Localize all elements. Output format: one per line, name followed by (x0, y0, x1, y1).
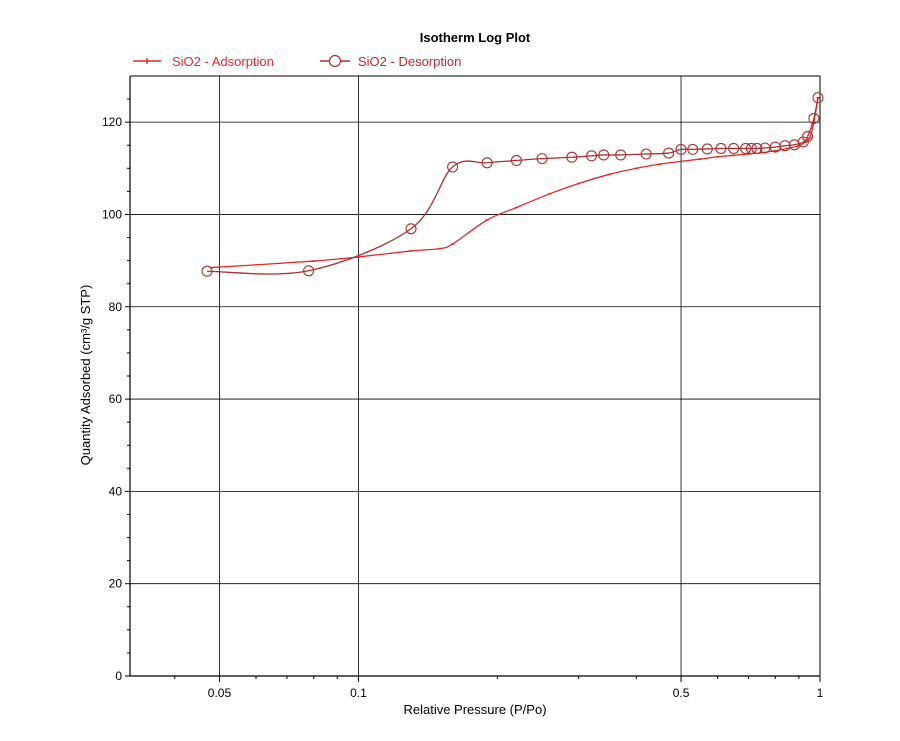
desorption-point (566, 151, 578, 163)
legend-entry-desorption: SiO2 - Desorption (320, 54, 461, 69)
x-tick-label: 0.05 (208, 686, 232, 700)
desorption-point (303, 265, 315, 277)
desorption-point (615, 149, 627, 161)
desorption-point (701, 143, 713, 155)
legend: SiO2 - Adsorption SiO2 - Desorption (133, 54, 461, 69)
desorption-point (802, 130, 814, 143)
desorption-point (586, 150, 598, 162)
desorption-point (759, 142, 771, 154)
desorption-point (687, 143, 699, 155)
desorption-point (745, 142, 757, 155)
y-tick-label: 0 (115, 669, 122, 683)
axes: 0 20 40 60 80 100 120 0.05 0.1 0.5 1 (102, 75, 824, 700)
desorption-point (536, 153, 548, 165)
desorption-point (808, 112, 820, 125)
desorption-point (788, 139, 800, 151)
y-tick-label: 60 (109, 392, 123, 406)
y-tick-label: 120 (102, 115, 122, 129)
legend-adsorption-label: SiO2 - Adsorption (172, 54, 274, 69)
y-tick-label: 20 (109, 577, 123, 591)
legend-desorption-marker (328, 54, 342, 68)
grid (130, 76, 820, 676)
desorption-point (201, 265, 213, 277)
y-tick-label: 40 (109, 484, 123, 498)
x-tick-label: 1 (817, 686, 824, 700)
desorption-point (675, 143, 687, 155)
chart-title: Isotherm Log Plot (420, 30, 531, 45)
desorption-point (447, 161, 459, 173)
x-tick-label: 0.1 (350, 686, 367, 700)
desorption-point (728, 142, 740, 155)
desorption-point (751, 142, 763, 155)
desorption-point (740, 142, 752, 155)
y-tick-label: 100 (102, 207, 122, 221)
desorption-point (715, 142, 727, 155)
desorption-point (598, 149, 610, 161)
desorption-point (640, 148, 652, 160)
desorption-point (510, 154, 523, 167)
legend-desorption-label: SiO2 - Desorption (358, 54, 461, 69)
x-axis-label: Relative Pressure (P/Po) (403, 702, 546, 717)
desorption-point (481, 157, 493, 169)
plot-area (201, 92, 824, 277)
legend-entry-adsorption: SiO2 - Adsorption (133, 54, 274, 69)
desorption-line (207, 97, 819, 275)
desorption-point (812, 92, 824, 104)
x-tick-label: 0.5 (673, 686, 690, 700)
desorption-point (663, 147, 675, 159)
y-tick-label: 80 (109, 300, 123, 314)
y-axis-label: Quantity Adsorbed (cm³/g STP) (78, 285, 93, 466)
desorption-point (405, 223, 417, 235)
